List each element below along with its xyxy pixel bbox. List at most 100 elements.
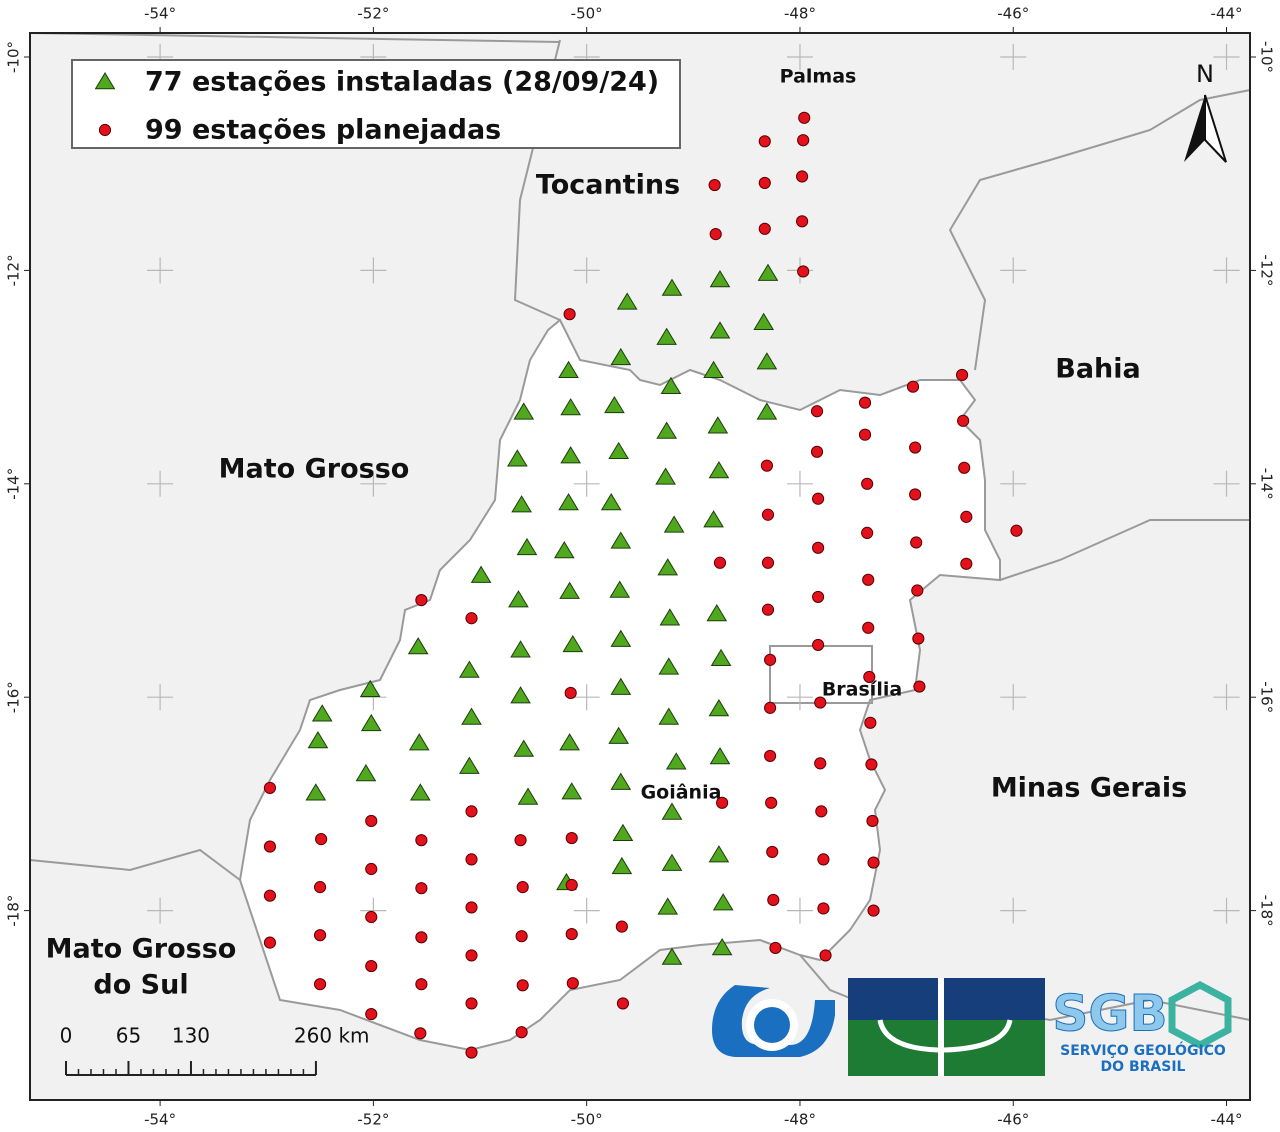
triangle-marker [661,802,683,820]
triangle-marker [709,746,731,765]
circle-marker [708,178,721,192]
triangle-marker [305,783,327,801]
x-tick-label: -50° [571,1111,603,1129]
circle-marker [564,686,577,700]
circle-marker [263,889,277,902]
triangle-marker [511,495,532,513]
triangle-marker [513,402,535,420]
triangle-marker [661,947,683,965]
x-tick-label: -48° [784,5,816,23]
triangle-marker [661,853,683,871]
arrow-left [1184,95,1205,162]
circle-marker [761,508,775,521]
triangle-marker [610,677,632,695]
circle-marker [819,949,832,962]
triangle-marker [608,726,630,744]
x-tick-label: -44° [1211,1111,1243,1129]
grid-cross [1000,44,1027,71]
triangle-marker [708,461,730,479]
triangle-marker [610,629,632,647]
circle-marker [516,979,529,992]
triangle-marker [710,648,732,667]
triangle-marker [359,679,381,697]
place-label: Goiânia [641,782,722,804]
circle-marker [313,978,327,991]
circle-marker [565,831,578,845]
circle-marker [516,881,529,894]
circle-marker [812,541,825,554]
triangle-marker [709,321,731,339]
triangle-marker [560,446,582,464]
x-tick-label: -52° [357,5,389,23]
grid-cross [573,897,600,924]
triangle-marker [561,782,583,800]
circle-marker [415,978,428,991]
circle-marker [313,929,327,942]
place-label: Bahia [1055,354,1141,385]
arrow-right [1204,94,1227,163]
circle-marker [515,930,528,943]
x-tick-label: -46° [997,1111,1029,1129]
triangle-marker [703,510,724,528]
triangle-marker [513,739,535,757]
triangle-marker [657,558,679,576]
north-label: N [1196,60,1214,88]
triangle-marker [558,360,579,378]
triangle-marker [510,686,531,704]
grid-cross [1000,257,1027,284]
circle-marker [415,594,428,607]
triangle-marker [656,421,677,439]
triangle-marker [307,730,329,749]
grid-cross [1213,897,1240,924]
triangle-marker [661,278,683,296]
triangle-marker [657,897,679,915]
logo-text: SERVIÇO GEOLÓGICO [1060,1041,1226,1059]
triangle-marker [360,713,382,732]
triangle-marker [516,537,538,556]
circle-marker [814,696,827,709]
triangle-marker [407,637,429,655]
circle-marker [764,653,777,666]
triangle-marker [409,783,431,801]
triangle-marker [600,493,622,511]
circle-marker [815,805,828,818]
circle-marker [365,1008,378,1021]
grid-cross [360,470,387,497]
grid-cross [786,470,813,497]
x-tick-label: -48° [784,1111,816,1129]
circle-marker [465,805,478,818]
triangle-marker [461,707,482,725]
circle-marker [761,603,775,616]
circle-marker [909,488,922,501]
y-tick-label: -16° [5,681,23,713]
x-tick-label: -44° [1211,5,1243,23]
circle-marker [769,941,782,955]
grid-cross [360,257,387,284]
logo-2 [848,978,1045,1076]
grid-cross [147,470,174,497]
triangle-marker [706,604,728,622]
triangle-marker [507,449,528,467]
y-tick-label: -14° [5,468,23,500]
circle-marker [865,758,878,771]
triangle-marker [559,581,580,599]
triangle-marker [355,764,377,782]
triangle-marker [709,270,731,288]
x-tick-label: -46° [997,5,1029,23]
triangle-marker [712,893,734,911]
triangle-marker [663,515,685,533]
triangle-marker [659,608,681,626]
circle-marker [858,428,872,441]
grid-cross [1213,44,1240,71]
triangle-marker [756,402,778,420]
circle-marker [565,878,578,892]
triangle-marker [656,327,677,345]
circle-marker [263,936,277,949]
circle-marker [955,368,969,382]
x-tick-label: -50° [571,5,603,23]
circle-marker [796,170,809,183]
circle-marker [465,853,478,866]
circle-marker [863,670,876,684]
circle-marker [906,380,920,393]
place-label: Brasília [822,679,902,701]
